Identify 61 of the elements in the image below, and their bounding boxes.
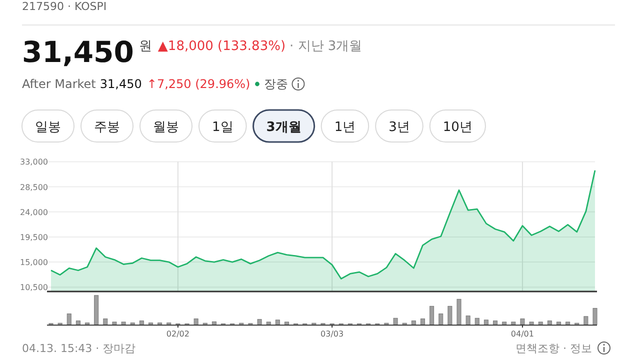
button: 월봉 <box>140 110 192 142</box>
bar <box>284 322 289 325</box>
x-tick-label: 02/02 <box>166 330 190 339</box>
bar <box>194 318 198 325</box>
bar <box>502 322 507 325</box>
bar <box>592 308 598 325</box>
x-tick-label: 03/03 <box>320 330 344 339</box>
bar <box>112 322 117 325</box>
bar <box>139 320 144 325</box>
bar <box>66 314 72 325</box>
bar <box>547 320 552 325</box>
text: ▲18,000 (133.83%) <box>158 39 286 54</box>
text: 면책조항 · 정보 <box>516 342 592 355</box>
bar <box>94 295 99 325</box>
bar <box>493 320 498 325</box>
bar <box>566 322 570 325</box>
bar <box>556 322 561 325</box>
bar <box>466 316 470 325</box>
text: ↑7,250 (29.96%) <box>146 77 250 91</box>
text: 31,450 <box>100 77 142 91</box>
y-tick-label: 19,500 <box>20 232 48 242</box>
button: 1년 <box>320 110 370 142</box>
bar <box>430 306 434 325</box>
bar <box>103 318 108 325</box>
y-tick-label: 33,000 <box>20 158 48 167</box>
text: · 지난 3개월 <box>290 39 362 54</box>
text: 217590 · KOSPI <box>22 0 107 13</box>
button: 일봉 <box>22 110 74 142</box>
button: 3년 <box>375 110 424 142</box>
bar <box>438 314 444 325</box>
button: 10년 <box>429 110 486 142</box>
button: 주봉 <box>80 110 134 142</box>
bar <box>393 318 398 325</box>
bar <box>411 320 416 325</box>
bar <box>529 322 534 325</box>
y-tick-label: 28,500 <box>20 182 48 192</box>
bar <box>484 320 488 325</box>
text: 04.13. 15:43 · 장마감 <box>22 342 136 355</box>
bar <box>520 318 525 325</box>
y-tick-label: 24,000 <box>20 208 48 217</box>
button: 1일 <box>198 110 247 142</box>
bar <box>584 316 588 325</box>
bar <box>420 318 425 325</box>
y-tick-label: 10,500 <box>20 283 48 292</box>
text: After Market <box>22 77 96 91</box>
bar <box>538 322 543 325</box>
text: 원 <box>138 39 152 54</box>
bar <box>275 320 280 325</box>
x-tick-label: 04/01 <box>510 330 534 339</box>
y-tick-label: 15,000 <box>20 258 48 268</box>
bar <box>511 322 516 325</box>
button: 3개월 <box>252 109 316 143</box>
text: 장중 <box>264 77 288 91</box>
bar <box>474 318 480 325</box>
text: 31,450 <box>22 35 134 69</box>
bar <box>456 298 462 325</box>
bar <box>448 306 452 325</box>
bar <box>257 319 262 325</box>
bar <box>266 322 271 325</box>
bar <box>121 322 126 325</box>
bar <box>76 320 80 325</box>
